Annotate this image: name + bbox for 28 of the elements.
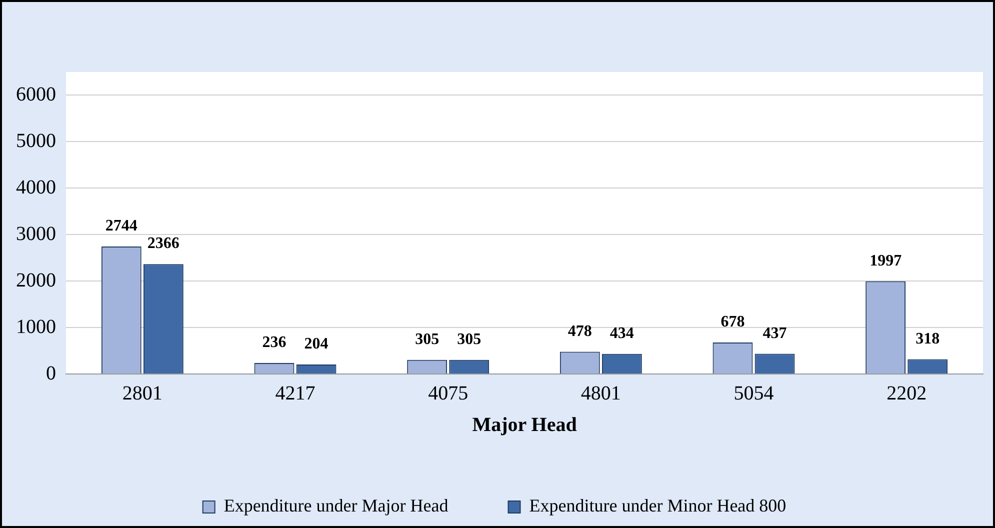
data-label: 305 bbox=[415, 330, 440, 348]
x-axis-title: Major Head bbox=[472, 414, 577, 436]
legend-label: Expenditure under Minor Head 800 bbox=[529, 496, 786, 516]
data-label: 2366 bbox=[147, 235, 180, 252]
data-label: 478 bbox=[568, 322, 592, 340]
x-tick-label: 5054 bbox=[734, 382, 774, 404]
data-label: 678 bbox=[720, 314, 745, 331]
data-label: 2744 bbox=[105, 218, 138, 235]
data-label: 204 bbox=[304, 336, 328, 353]
y-tick-label: 3000 bbox=[16, 222, 56, 245]
x-tick-label: 4801 bbox=[580, 382, 621, 404]
x-tick-label: 4217 bbox=[275, 382, 316, 404]
y-tick-label: 0 bbox=[46, 362, 56, 384]
data-label: 434 bbox=[610, 324, 634, 342]
y-tick-label: 4000 bbox=[16, 176, 56, 198]
data-label: 437 bbox=[762, 324, 787, 342]
data-label: 1997 bbox=[870, 252, 902, 270]
y-tick-label: 2000 bbox=[16, 269, 56, 292]
data-label: 236 bbox=[262, 334, 286, 352]
y-tick-label: 5000 bbox=[16, 130, 56, 152]
x-tick-label: 4075 bbox=[428, 382, 468, 404]
legend-label: Expenditure under Major Head bbox=[224, 496, 448, 516]
y-tick-label: 1000 bbox=[16, 316, 56, 338]
x-tick-label: 2202 bbox=[886, 382, 927, 404]
x-tick-label: 2801 bbox=[122, 382, 162, 404]
data-label: 305 bbox=[457, 330, 482, 348]
y-tick-label: 6000 bbox=[16, 83, 56, 106]
data-label: 318 bbox=[916, 330, 940, 348]
